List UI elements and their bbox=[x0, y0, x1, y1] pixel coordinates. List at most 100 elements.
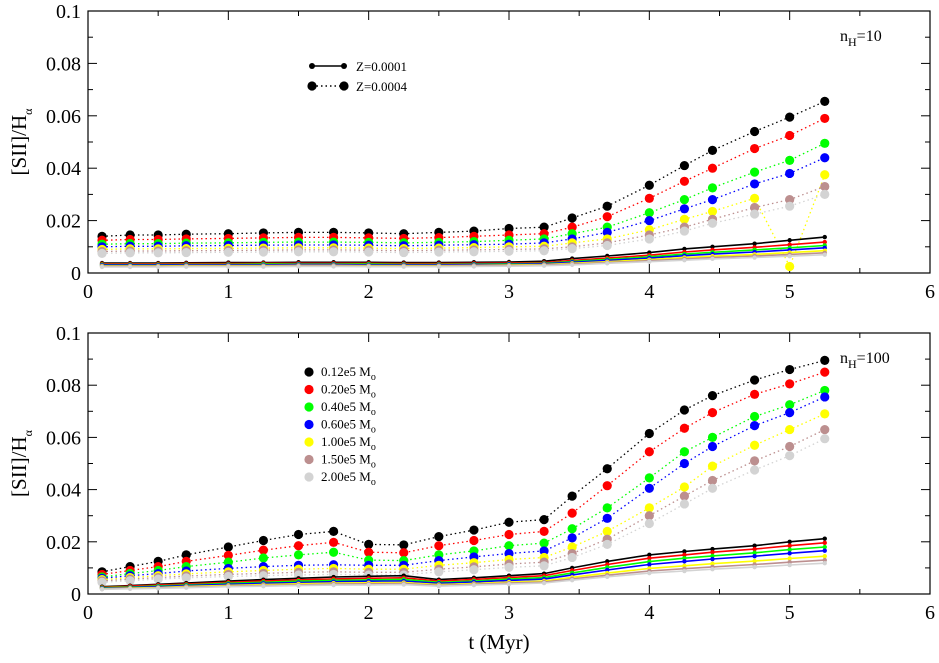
data-point bbox=[469, 535, 479, 546]
data-point bbox=[331, 582, 336, 588]
data-point bbox=[820, 153, 830, 163]
data-point bbox=[125, 248, 135, 258]
data-point bbox=[469, 525, 479, 535]
legend-marker bbox=[304, 419, 314, 430]
data-point bbox=[710, 256, 715, 262]
data-point bbox=[820, 189, 830, 199]
data-point bbox=[644, 180, 654, 190]
x-tick-label: 1 bbox=[223, 281, 233, 303]
data-point bbox=[710, 546, 715, 552]
data-point bbox=[785, 130, 795, 141]
series-line bbox=[101, 562, 825, 591]
data-point bbox=[567, 491, 577, 501]
data-point bbox=[644, 518, 654, 529]
data-point bbox=[820, 409, 830, 419]
series-line bbox=[101, 142, 826, 245]
x-tick-label: 4 bbox=[644, 281, 654, 303]
series-line bbox=[102, 253, 825, 268]
data-point bbox=[602, 201, 612, 211]
series-line bbox=[102, 247, 825, 266]
data-point bbox=[261, 264, 266, 269]
data-point bbox=[682, 556, 687, 561]
data-point bbox=[181, 550, 191, 560]
data-point bbox=[567, 552, 577, 563]
data-point bbox=[822, 234, 827, 240]
data-point bbox=[644, 447, 654, 457]
density-annotation: nH=10 bbox=[840, 28, 882, 49]
data-point bbox=[679, 491, 690, 501]
legend-label: Z=0.0001 bbox=[356, 59, 407, 74]
data-point bbox=[644, 483, 654, 493]
data-point bbox=[569, 577, 575, 583]
data-point bbox=[504, 562, 514, 572]
legend-label: 0.20e5 Mo bbox=[321, 382, 376, 401]
data-point bbox=[752, 546, 757, 552]
data-point bbox=[785, 155, 795, 165]
x-tick-label: 5 bbox=[785, 602, 795, 624]
data-point bbox=[364, 539, 374, 550]
data-point bbox=[752, 255, 757, 260]
x-tick-label: 2 bbox=[364, 281, 374, 303]
data-point bbox=[434, 247, 444, 257]
data-point bbox=[539, 515, 549, 525]
y-tick-label: 0 bbox=[71, 584, 81, 606]
x-axis-title: t (Myr) bbox=[468, 630, 529, 654]
data-point bbox=[647, 552, 652, 558]
data-point bbox=[399, 247, 409, 258]
data-point bbox=[707, 483, 718, 493]
data-point bbox=[820, 181, 830, 192]
data-point bbox=[710, 556, 715, 562]
data-point bbox=[820, 138, 830, 148]
legend-label: 1.00e5 Mo bbox=[321, 434, 376, 453]
data-point bbox=[822, 557, 827, 563]
data-point bbox=[541, 580, 547, 586]
data-point bbox=[602, 464, 612, 474]
data-point bbox=[605, 261, 610, 266]
legend-label: 1.50e5 Mo bbox=[321, 452, 376, 471]
data-point bbox=[679, 160, 690, 171]
x-tick-label: 0 bbox=[83, 602, 93, 624]
data-point bbox=[644, 234, 654, 244]
data-point bbox=[539, 538, 549, 548]
data-point bbox=[223, 247, 233, 257]
data-point bbox=[644, 473, 654, 483]
data-point bbox=[752, 553, 757, 559]
data-point bbox=[644, 428, 654, 439]
series-line bbox=[101, 174, 826, 268]
data-point bbox=[752, 564, 757, 570]
data-point bbox=[602, 513, 612, 523]
data-point bbox=[504, 517, 514, 527]
data-point bbox=[99, 587, 105, 592]
data-point bbox=[293, 529, 304, 540]
data-point bbox=[469, 247, 479, 257]
data-point bbox=[644, 503, 654, 513]
data-point bbox=[539, 526, 549, 536]
data-point bbox=[644, 511, 654, 521]
data-point bbox=[155, 264, 161, 270]
data-point bbox=[820, 367, 830, 377]
y-axis-title: [SII]/Hα bbox=[7, 429, 35, 497]
data-point bbox=[785, 168, 795, 179]
data-point bbox=[787, 539, 792, 544]
data-point bbox=[602, 481, 612, 491]
x-tick-label: 6 bbox=[925, 602, 935, 624]
panel-top: 0 1 2 3 4 5 6 0 0.02 0.04 0.06 0.08 0.1 [SII]/Hα nH=10… bbox=[7, 1, 935, 303]
data-point bbox=[820, 113, 830, 124]
data-point bbox=[787, 238, 792, 243]
series-0-40e5-mo-z-0-0004 bbox=[97, 138, 830, 249]
data-point bbox=[155, 586, 161, 591]
data-point bbox=[181, 573, 191, 583]
y-tick-label: 0.02 bbox=[46, 532, 81, 554]
y-tick-label: 0.06 bbox=[46, 427, 81, 449]
data-point bbox=[820, 434, 830, 444]
series-2-00e5-mo-z-0-0001 bbox=[99, 252, 827, 270]
metallicity-legend: Z=0.0001 Z=0.0004 bbox=[307, 59, 408, 94]
data-point bbox=[184, 585, 189, 590]
series-0-12e5-mo-z-0-0004 bbox=[97, 96, 830, 241]
series-line bbox=[101, 117, 826, 241]
data-point bbox=[504, 223, 514, 234]
legend-marker bbox=[304, 437, 314, 447]
y-tick-label: 0.04 bbox=[46, 480, 81, 502]
data-point bbox=[749, 143, 760, 154]
data-point bbox=[707, 461, 718, 471]
